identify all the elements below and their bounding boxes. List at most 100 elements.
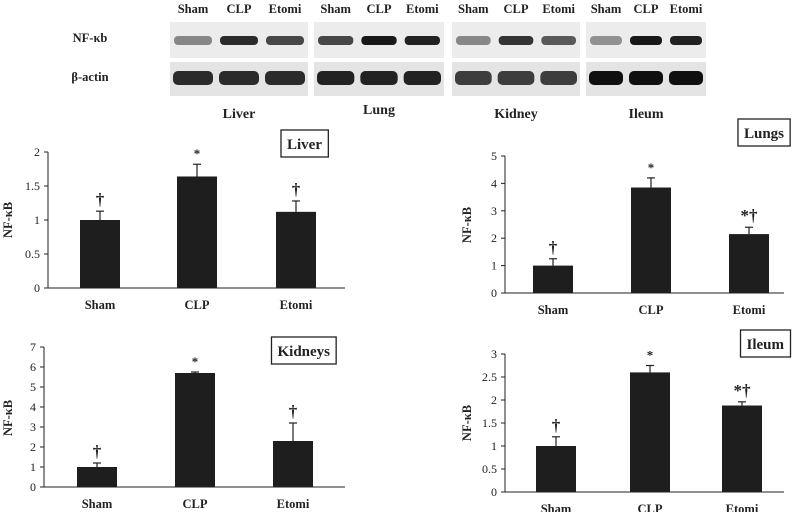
- y-tick-label: 0: [491, 286, 497, 300]
- y-tick-label: 3: [30, 420, 36, 434]
- blot-tissue-label: Kidney: [494, 107, 538, 122]
- y-tick-label: 4: [30, 400, 36, 414]
- blot-band-actin: [173, 71, 213, 85]
- blot-band-actin: [403, 71, 441, 85]
- bar: [177, 176, 217, 288]
- y-tick-label: 2: [30, 440, 36, 454]
- blot-lane-label: Sham: [591, 2, 622, 16]
- blot-band-actin: [317, 71, 355, 85]
- blot-lane-label: Sham: [458, 2, 489, 16]
- blot-band-nfkb: [541, 36, 576, 45]
- blot-lane-label: Etomi: [269, 2, 302, 16]
- blot-band-actin: [669, 71, 703, 85]
- blot-band-actin: [265, 71, 305, 85]
- significance-marker: †: [552, 416, 561, 435]
- blot-band-actin: [540, 71, 577, 85]
- blot-band-nfkb: [498, 36, 534, 45]
- y-tick-label: 1: [30, 460, 36, 474]
- blot-band-nfkb: [266, 36, 304, 45]
- chart-title-box: [737, 118, 791, 147]
- y-tick-label: 2.5: [482, 370, 497, 384]
- significance-marker: †: [93, 442, 102, 461]
- blot-tissue-label: Liver: [223, 107, 256, 122]
- y-tick-label: 0: [30, 480, 36, 494]
- blot-lane-label: Sham: [320, 2, 351, 16]
- blot-band-nfkb: [318, 36, 354, 45]
- chart-title: Liver: [287, 137, 322, 153]
- bar: [77, 467, 117, 487]
- blot-band-actin: [360, 71, 398, 85]
- blot-lane-label: CLP: [367, 2, 392, 16]
- y-tick-label: 7: [30, 340, 36, 354]
- bar: [276, 211, 316, 288]
- y-tick-label: 2: [34, 145, 40, 159]
- chart-kidneys: 0 1 2 3 4 5 6 7 NF-κB † Sham * CLP † Etomi Kidneys: [1, 336, 345, 511]
- blot-band-nfkb: [174, 36, 212, 45]
- significance-marker: *: [192, 354, 199, 369]
- significance-marker: *: [647, 348, 654, 363]
- blot-row-label-nfkb: NF-κb: [73, 31, 108, 45]
- y-tick-label: 1.5: [482, 416, 497, 430]
- x-tick-label: Sham: [85, 298, 116, 312]
- y-axis-label: NF-κB: [460, 207, 474, 243]
- blot-band-actin: [589, 71, 623, 85]
- bar: [729, 234, 769, 293]
- y-axis-label: NF-κB: [1, 202, 15, 238]
- bar: [722, 405, 762, 492]
- y-tick-label: 3: [491, 204, 497, 218]
- blot-lane-label: CLP: [227, 2, 252, 16]
- blot-lane-label: Etomi: [542, 2, 575, 16]
- significance-marker: †: [292, 180, 301, 199]
- blot-band-nfkb: [630, 36, 662, 45]
- y-tick-label: 1: [491, 259, 497, 273]
- y-tick-label: 6: [30, 360, 36, 374]
- bar: [273, 441, 313, 487]
- blot-panel-lung: Sham CLP Etomi Lung: [314, 2, 444, 118]
- chart-liver: 0 0.5 1 1.5 2 NF-κB † Sham * CLP † Etomi Liver: [1, 129, 345, 312]
- x-tick-label: Etomi: [726, 502, 759, 512]
- blot-band-nfkb: [220, 36, 258, 45]
- y-tick-label: 2: [491, 231, 497, 245]
- significance-marker: *†: [734, 381, 752, 400]
- blot-lane-label: Etomi: [670, 2, 703, 16]
- chart-title: Ileum: [747, 337, 785, 353]
- significance-marker: †: [289, 402, 298, 421]
- y-tick-label: 2: [491, 393, 497, 407]
- x-tick-label: Etomi: [733, 303, 766, 317]
- x-tick-label: Sham: [538, 303, 569, 317]
- significance-marker: *†: [741, 206, 759, 225]
- blot-tissue-label: Ileum: [629, 107, 664, 122]
- chart-lungs: 0 1 2 3 4 5 NF-κB † Sham * CLP *† Etomi Lungs: [460, 118, 791, 317]
- chart-title: Kidneys: [277, 344, 330, 360]
- y-tick-label: 1: [491, 439, 497, 453]
- x-tick-label: Etomi: [280, 298, 313, 312]
- x-tick-label: Sham: [541, 502, 572, 512]
- blot-lane-label: CLP: [634, 2, 659, 16]
- blot-band-nfkb: [404, 36, 440, 45]
- y-tick-label: 5: [30, 380, 36, 394]
- x-tick-label: CLP: [183, 497, 208, 511]
- y-tick-label: 0.5: [482, 462, 497, 476]
- chart-ileum: 0 0.5 1 1.5 2 2.5 3 NF-κB † Sham * CLP *† Etomi Ileum: [460, 329, 792, 512]
- blot-band-actin: [455, 71, 492, 85]
- bar: [631, 187, 671, 293]
- blot-lane-label: Etomi: [406, 2, 439, 16]
- blot-band-actin: [219, 71, 259, 85]
- y-tick-label: 3: [491, 347, 497, 361]
- y-tick-label: 0.5: [25, 247, 40, 261]
- blot-lane-label: CLP: [504, 2, 529, 16]
- y-axis-label: NF-κB: [460, 405, 474, 441]
- chart-title-box: [270, 336, 337, 365]
- y-tick-label: 0: [34, 281, 40, 295]
- blot-panel-kidney: Sham CLP Etomi Kidney: [452, 2, 580, 122]
- chart-title: Lungs: [744, 126, 784, 142]
- x-tick-label: Sham: [82, 497, 113, 511]
- x-tick-label: Etomi: [277, 497, 310, 511]
- blot-tissue-label: Lung: [363, 103, 395, 118]
- x-tick-label: CLP: [185, 298, 210, 312]
- y-tick-label: 1.5: [25, 179, 40, 193]
- blot-row-label-actin: β-actin: [71, 70, 108, 84]
- blot-panel-liver: Sham CLP Etomi Liver: [170, 2, 308, 122]
- blot-panel-ileum: Sham CLP Etomi Ileum: [586, 2, 706, 122]
